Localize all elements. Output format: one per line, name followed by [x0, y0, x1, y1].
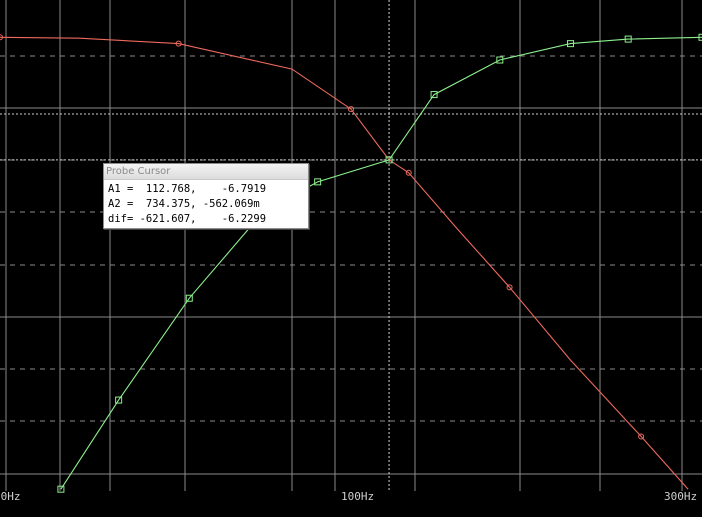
trace-line-1 [0, 36, 689, 490]
trace-2-marker-1 [57, 485, 65, 493]
probe-cursor-title[interactable]: Probe Cursor [104, 164, 308, 180]
trace-2-marker-3 [185, 294, 193, 302]
trace-1-marker-9 [506, 284, 513, 291]
trace-1-marker-5 [348, 106, 355, 113]
x-tick-label-30hz: 30Hz [0, 490, 21, 503]
trace-1-marker-7 [405, 169, 412, 176]
trace-1-marker-1 [0, 34, 3, 41]
trace-2-marker-5 [314, 178, 322, 186]
probe-row-a1: A1 = 112.768, -6.7919 [108, 183, 267, 195]
x-tick-label-100hz: 100Hz [341, 490, 375, 503]
probe-row-dif: dif= -621.607, -6.2299 [108, 213, 267, 225]
trace-line-2 [60, 36, 702, 490]
trace-2-marker-2 [115, 396, 123, 404]
trace-2-marker-9 [566, 40, 574, 48]
trace-2-marker-11 [698, 33, 702, 41]
trace-2-marker-6 [385, 156, 393, 164]
probe-cursor-window[interactable]: Probe Cursor A1 = 112.768, -6.7919 A2 = … [103, 163, 309, 229]
probe-cursor-readout: A1 = 112.768, -6.7919 A2 = 734.375, -562… [104, 180, 308, 227]
trace-1-marker-3 [175, 40, 182, 47]
trace-2-marker-10 [624, 35, 632, 43]
x-tick-label-300hz: 300Hz [664, 490, 698, 503]
trace-2-marker-7 [430, 91, 438, 99]
trace-2-marker-8 [496, 56, 504, 64]
trace-1-marker-11 [638, 433, 645, 440]
probe-row-a2: A2 = 734.375, -562.069m [108, 198, 260, 210]
